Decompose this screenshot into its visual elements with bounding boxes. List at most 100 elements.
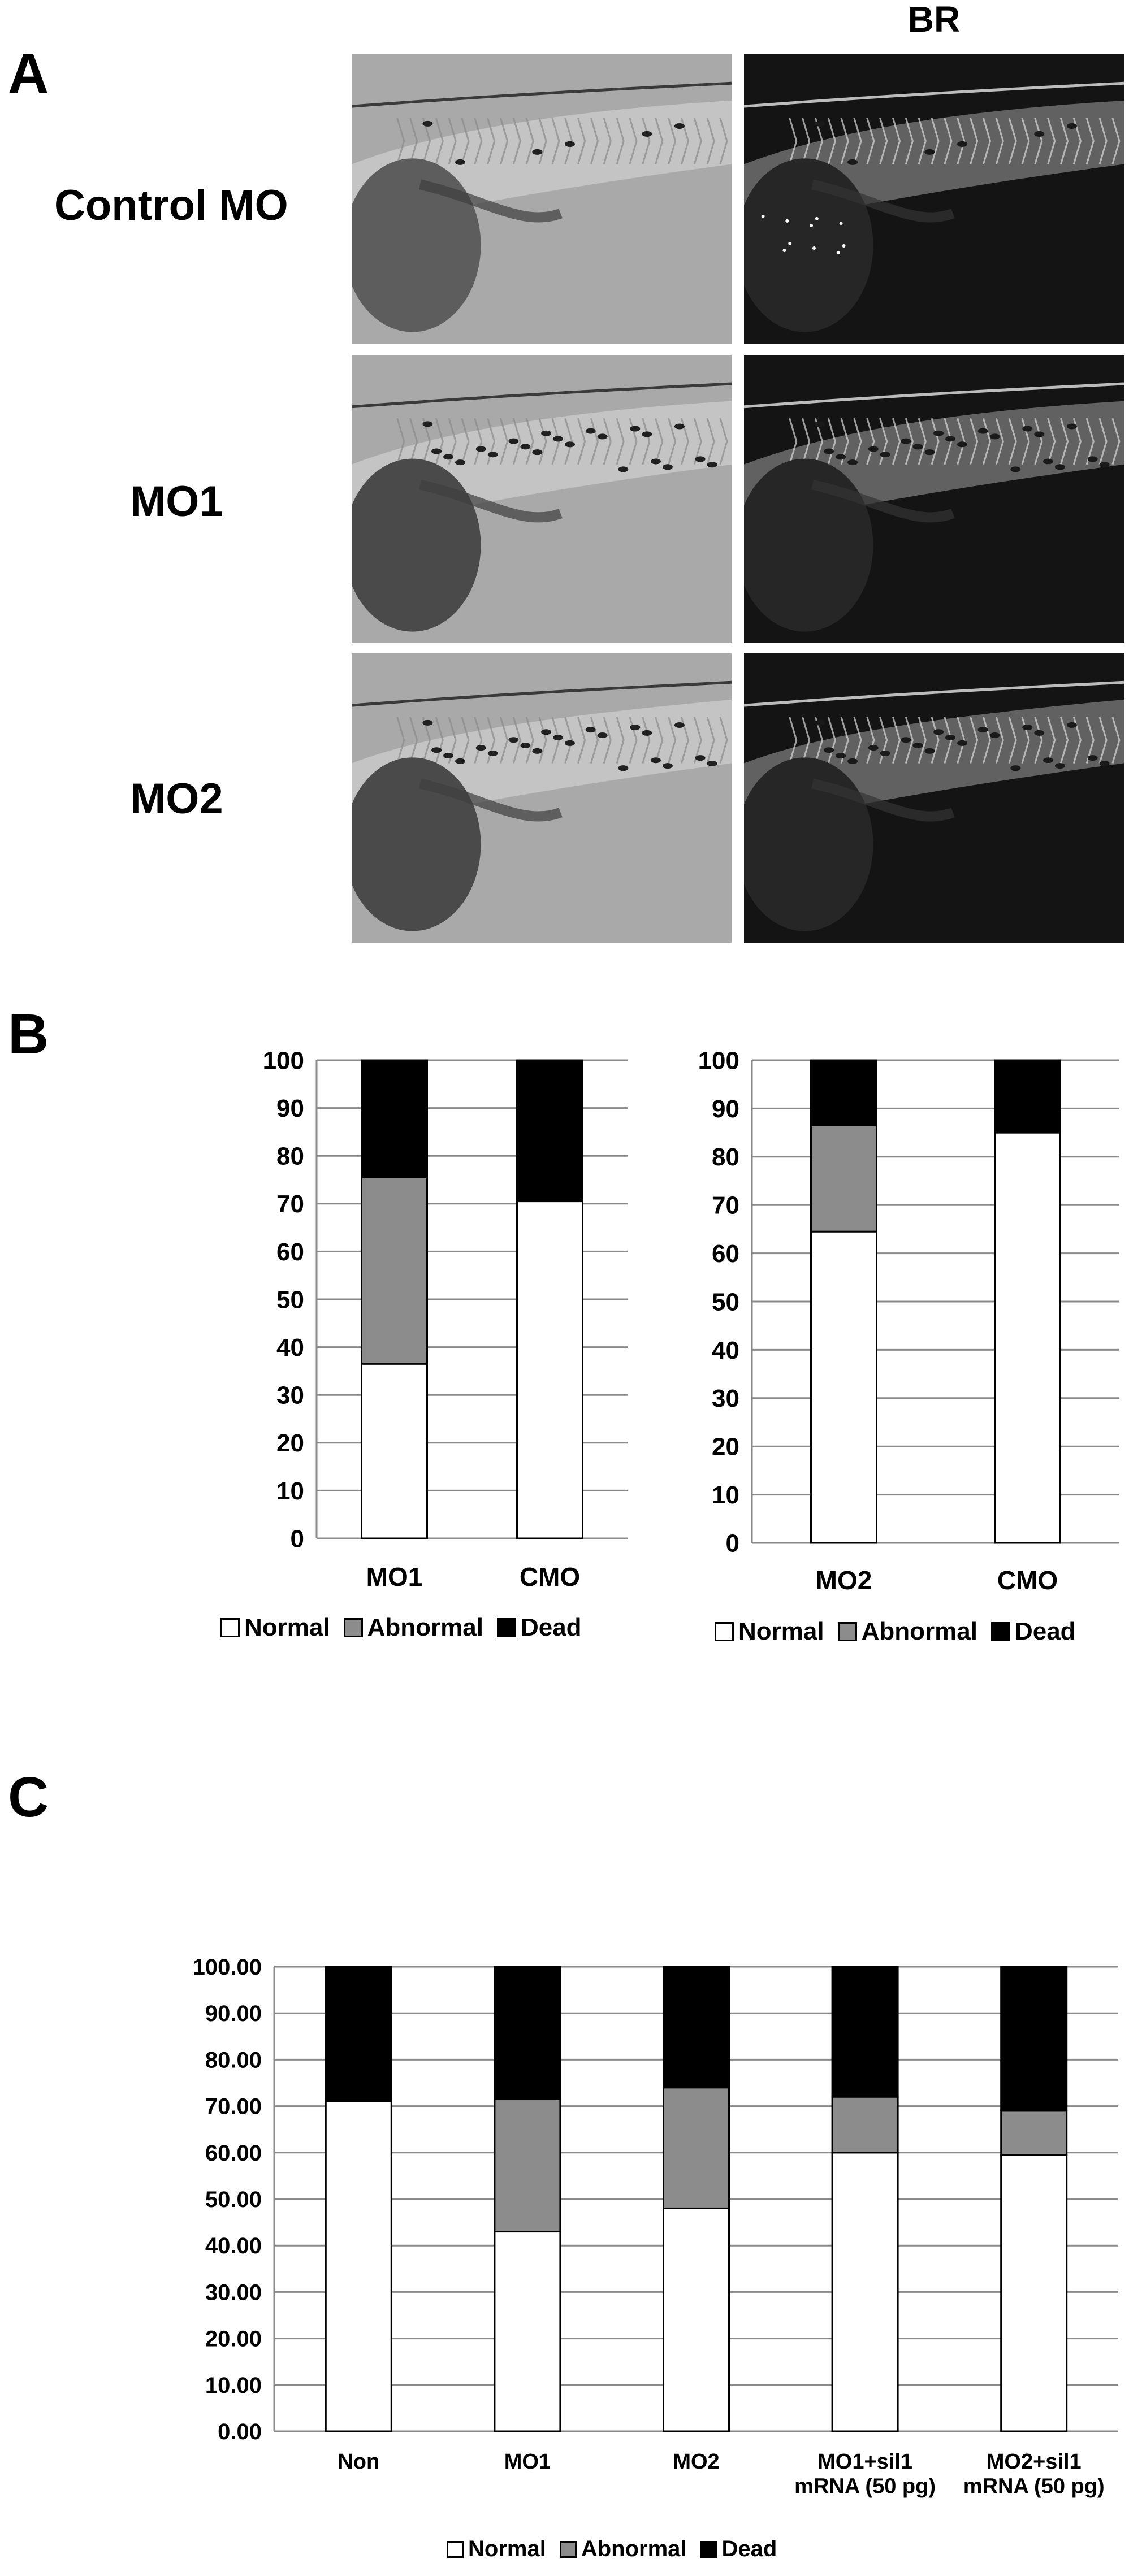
y-tick-label: 60: [712, 1240, 739, 1268]
pigment-spot: [662, 763, 673, 769]
legend-label-abnormal: Abnormal: [861, 1617, 977, 1645]
muscle-segment: [603, 118, 612, 164]
bar-segment-normal: [994, 1131, 1061, 1544]
row-label-mo1: MO1: [130, 478, 223, 526]
muscle-segment: [931, 717, 940, 764]
muscle-segment: [1034, 717, 1043, 764]
muscle-segment: [655, 418, 664, 465]
pigment-spot: [868, 745, 879, 751]
muscle-segment: [918, 118, 927, 164]
y-tick-label: 40: [276, 1334, 304, 1361]
pigment-spot: [924, 449, 935, 456]
pigment-spot: [695, 456, 706, 462]
bar-segment-normal: [494, 2231, 561, 2432]
pigment-spot: [707, 462, 717, 468]
pigment-spot: [1043, 757, 1054, 764]
pigment-spot: [1066, 423, 1077, 430]
pigment-spot: [564, 740, 575, 746]
bar-segment-normal: [663, 2207, 730, 2432]
bar-segment-normal: [516, 1200, 583, 1539]
bar-segment-dead: [516, 1059, 583, 1203]
pigment-spot: [651, 458, 661, 465]
pigment-spot: [422, 120, 433, 127]
y-tick-label: 10: [276, 1477, 304, 1505]
pigment-spot: [847, 758, 858, 764]
y-tick-label: 20: [276, 1429, 304, 1457]
pigment-spot: [553, 735, 564, 741]
pigment-spot: [508, 737, 519, 743]
pigment-spot: [642, 730, 652, 736]
muscle-segment: [1098, 118, 1108, 164]
y-tick-label: 20.00: [205, 2327, 262, 2352]
bar-segment-abnormal: [1000, 2110, 1068, 2156]
y-tick-label: 90: [712, 1095, 739, 1123]
x-category-label: MO1: [504, 2450, 551, 2474]
muscle-segment: [642, 118, 651, 164]
legend-swatch-abnormal: [559, 2540, 577, 2558]
y-tick-label: 40: [712, 1337, 739, 1364]
pigment-spot: [487, 452, 498, 458]
muscle-segment: [892, 418, 901, 465]
muscle-segment: [668, 418, 677, 465]
muscle-segment: [693, 418, 702, 465]
muscle-segment: [590, 418, 599, 465]
pigment-spot: [836, 753, 846, 759]
pigment-spot: [957, 740, 967, 746]
muscle-segment: [474, 118, 483, 164]
pigment-spot: [933, 430, 944, 436]
muscle-segment: [970, 118, 979, 164]
bar-segment-dead: [325, 1966, 392, 2102]
muscle-segment: [1098, 418, 1108, 465]
brightfield-image-mo1: [352, 355, 732, 643]
pigment-spot: [553, 436, 564, 442]
y-tick-label: 80: [712, 1143, 739, 1171]
chart-1-group: 0 10 20 30 40 50 60 70 80 90 100 MO2 CMO: [698, 1047, 1119, 1595]
fluorescent-speck: [836, 251, 840, 255]
muscle-segment: [866, 118, 875, 164]
bar-segment-dead: [663, 1966, 730, 2089]
muscle-segment: [435, 118, 444, 164]
muscle-segment: [1111, 418, 1121, 465]
fluorescent-speck: [788, 241, 792, 245]
bar-segment-abnormal: [361, 1176, 428, 1365]
y-tick-label: 50: [712, 1288, 739, 1316]
pigment-spot: [933, 729, 944, 735]
pigment-spot: [824, 747, 834, 753]
y-tick-label: 0: [726, 1529, 739, 1557]
muscle-segment: [1034, 118, 1043, 164]
pigment-spot: [564, 441, 575, 448]
muscle-segment: [1060, 418, 1069, 465]
muscle-segment: [1047, 418, 1056, 465]
muscle-segment: [629, 118, 638, 164]
br-image-control: [744, 54, 1124, 344]
y-tick-label: 30: [712, 1385, 739, 1412]
muscle-segment: [551, 118, 560, 164]
y-tick-label: 40.00: [205, 2234, 262, 2258]
muscle-segment: [866, 418, 875, 465]
x-category-label: MO2: [673, 2450, 719, 2474]
pigment-spot: [989, 433, 1000, 440]
y-tick-label: 60.00: [205, 2141, 262, 2166]
legend-swatch-abnormal: [837, 1622, 857, 1641]
x-category-label: CMO: [997, 1565, 1058, 1595]
muscle-segment: [970, 418, 979, 465]
legend-item-normal: Normal: [447, 2536, 546, 2562]
fluorescent-speck: [785, 219, 789, 223]
br-image-mo2: [744, 653, 1124, 943]
pigment-spot: [957, 141, 967, 147]
legend-swatch-dead: [990, 1622, 1010, 1641]
bar-segment-dead: [1000, 1966, 1068, 2112]
x-category-label: mRNA (50 pg): [794, 2475, 936, 2499]
legend-label-abnormal: Abnormal: [581, 2536, 687, 2561]
muscle-segment: [892, 118, 901, 164]
legend-item-normal: Normal: [715, 1617, 824, 1646]
pigment-spot: [532, 449, 543, 456]
dorsal-line: [352, 81, 732, 108]
muscle-segment: [892, 717, 901, 764]
muscle-segment: [879, 118, 888, 164]
pigment-spot: [674, 423, 685, 430]
muscle-segment: [590, 717, 599, 764]
bar-segment-abnormal: [810, 1124, 877, 1233]
pigment-spot: [642, 131, 652, 137]
